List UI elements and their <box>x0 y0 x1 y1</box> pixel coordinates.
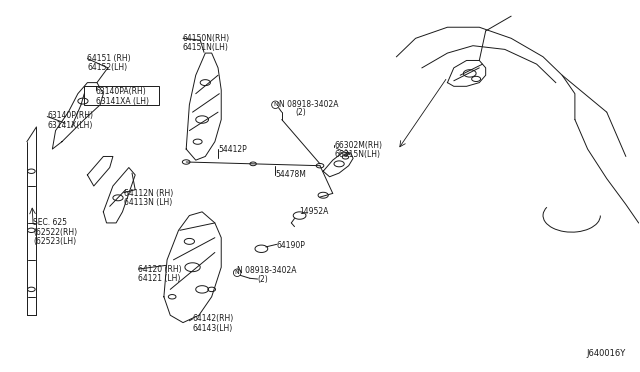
Text: 64151 (RH): 64151 (RH) <box>88 54 131 63</box>
Text: (62523(LH): (62523(LH) <box>33 237 76 246</box>
Text: J640016Y: J640016Y <box>587 350 626 359</box>
Text: 54478M: 54478M <box>275 170 307 179</box>
Text: 54412P: 54412P <box>218 145 247 154</box>
Text: 64143(LH): 64143(LH) <box>193 324 233 333</box>
Text: 63141XA (LH): 63141XA (LH) <box>96 97 148 106</box>
Text: N: N <box>235 270 239 275</box>
Text: (2): (2) <box>257 275 268 283</box>
Text: 64120 (RH): 64120 (RH) <box>138 264 182 273</box>
Text: N: N <box>273 102 278 107</box>
Text: 63140PA(RH): 63140PA(RH) <box>96 87 147 96</box>
Text: SEC. 625: SEC. 625 <box>33 218 67 227</box>
Text: 64113N (LH): 64113N (LH) <box>124 198 172 207</box>
Text: 64190P: 64190P <box>276 241 305 250</box>
Text: (2): (2) <box>296 108 307 118</box>
Text: 14952A: 14952A <box>300 207 329 217</box>
Text: 63140P(RH): 63140P(RH) <box>47 111 93 121</box>
Text: (62522(RH): (62522(RH) <box>33 228 77 237</box>
Text: 64112N (RH): 64112N (RH) <box>124 189 173 198</box>
Text: 64121 (LH): 64121 (LH) <box>138 274 180 283</box>
Text: 64142(RH): 64142(RH) <box>193 314 234 323</box>
Text: N 08918-3402A: N 08918-3402A <box>237 266 297 275</box>
Text: 64152(LH): 64152(LH) <box>88 63 127 72</box>
Text: 64150N(RH): 64150N(RH) <box>183 34 230 43</box>
Text: 64151N(LH): 64151N(LH) <box>183 43 229 52</box>
Text: N 08918-3402A: N 08918-3402A <box>278 100 338 109</box>
Text: 66315N(LH): 66315N(LH) <box>334 150 380 159</box>
Text: 63141X(LH): 63141X(LH) <box>47 121 93 129</box>
Text: 66302M(RH): 66302M(RH) <box>334 141 382 150</box>
